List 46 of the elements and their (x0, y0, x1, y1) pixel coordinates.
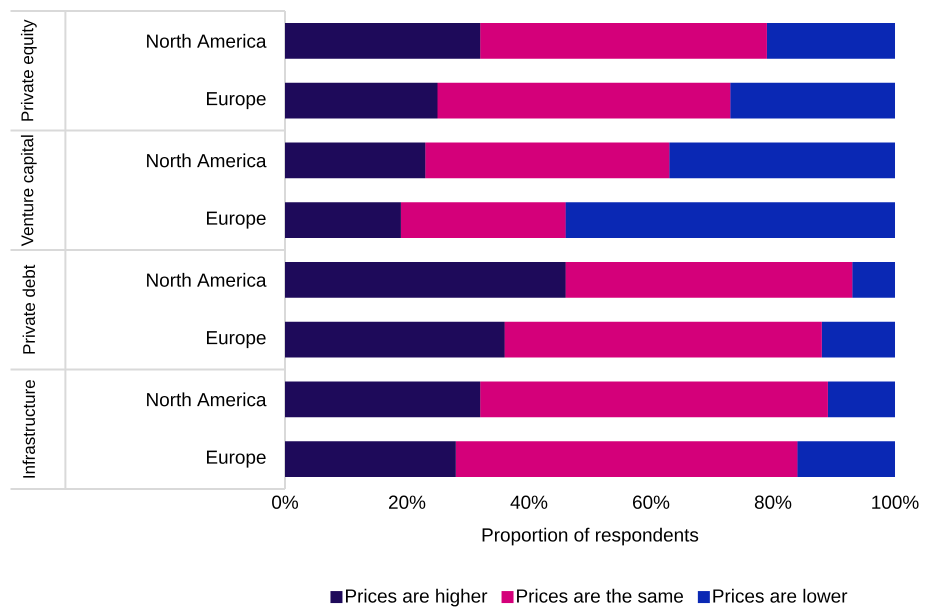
bar (730, 82, 896, 119)
bar (400, 202, 566, 238)
bar (480, 381, 828, 418)
y-tick-label: Europe (207, 450, 266, 468)
bar (669, 142, 896, 178)
text: Private debt (22, 264, 36, 354)
x-tick-label: 0% (272, 496, 298, 509)
bar (480, 22, 767, 59)
bar (456, 441, 798, 478)
bar (438, 82, 730, 119)
bar (828, 381, 896, 418)
bar (766, 22, 896, 59)
bar (852, 262, 896, 298)
bar (285, 381, 480, 418)
bar (285, 22, 480, 59)
bar (566, 262, 852, 298)
legend-label: Prices are higher (346, 588, 488, 606)
y-tick-label: Europe (207, 331, 266, 348)
legend-label: Prices are lower (713, 588, 848, 603)
bar (285, 441, 456, 478)
y-tick-label: North America (147, 153, 266, 168)
y-tick-label: Europe (207, 212, 266, 229)
text: Private equity (20, 20, 37, 121)
legend-label: Prices are the same (517, 588, 683, 603)
bar (285, 82, 438, 119)
bar (285, 262, 566, 298)
bar (504, 322, 822, 358)
x-tick-label: 100% (872, 496, 919, 509)
x-tick-label: 60% (633, 496, 670, 509)
text: Infrastructure (22, 380, 36, 478)
x-axis-title: Proportion of respondents (482, 528, 698, 546)
x-tick-label: 20% (389, 496, 426, 509)
bar (566, 202, 896, 238)
y-tick-label: North America (147, 272, 266, 287)
x-tick-label: 40% (510, 496, 548, 509)
bar (285, 322, 505, 358)
x-tick-label: 80% (754, 496, 792, 509)
bar (285, 142, 426, 178)
bar (797, 441, 896, 478)
bar (285, 202, 401, 238)
text: Venture capital (20, 135, 37, 246)
y-tick-label: Europe (207, 92, 266, 110)
y-tick-label: North America (147, 34, 266, 48)
bar (425, 142, 670, 178)
y-tick-label: North America (147, 392, 266, 406)
bar (822, 322, 896, 358)
